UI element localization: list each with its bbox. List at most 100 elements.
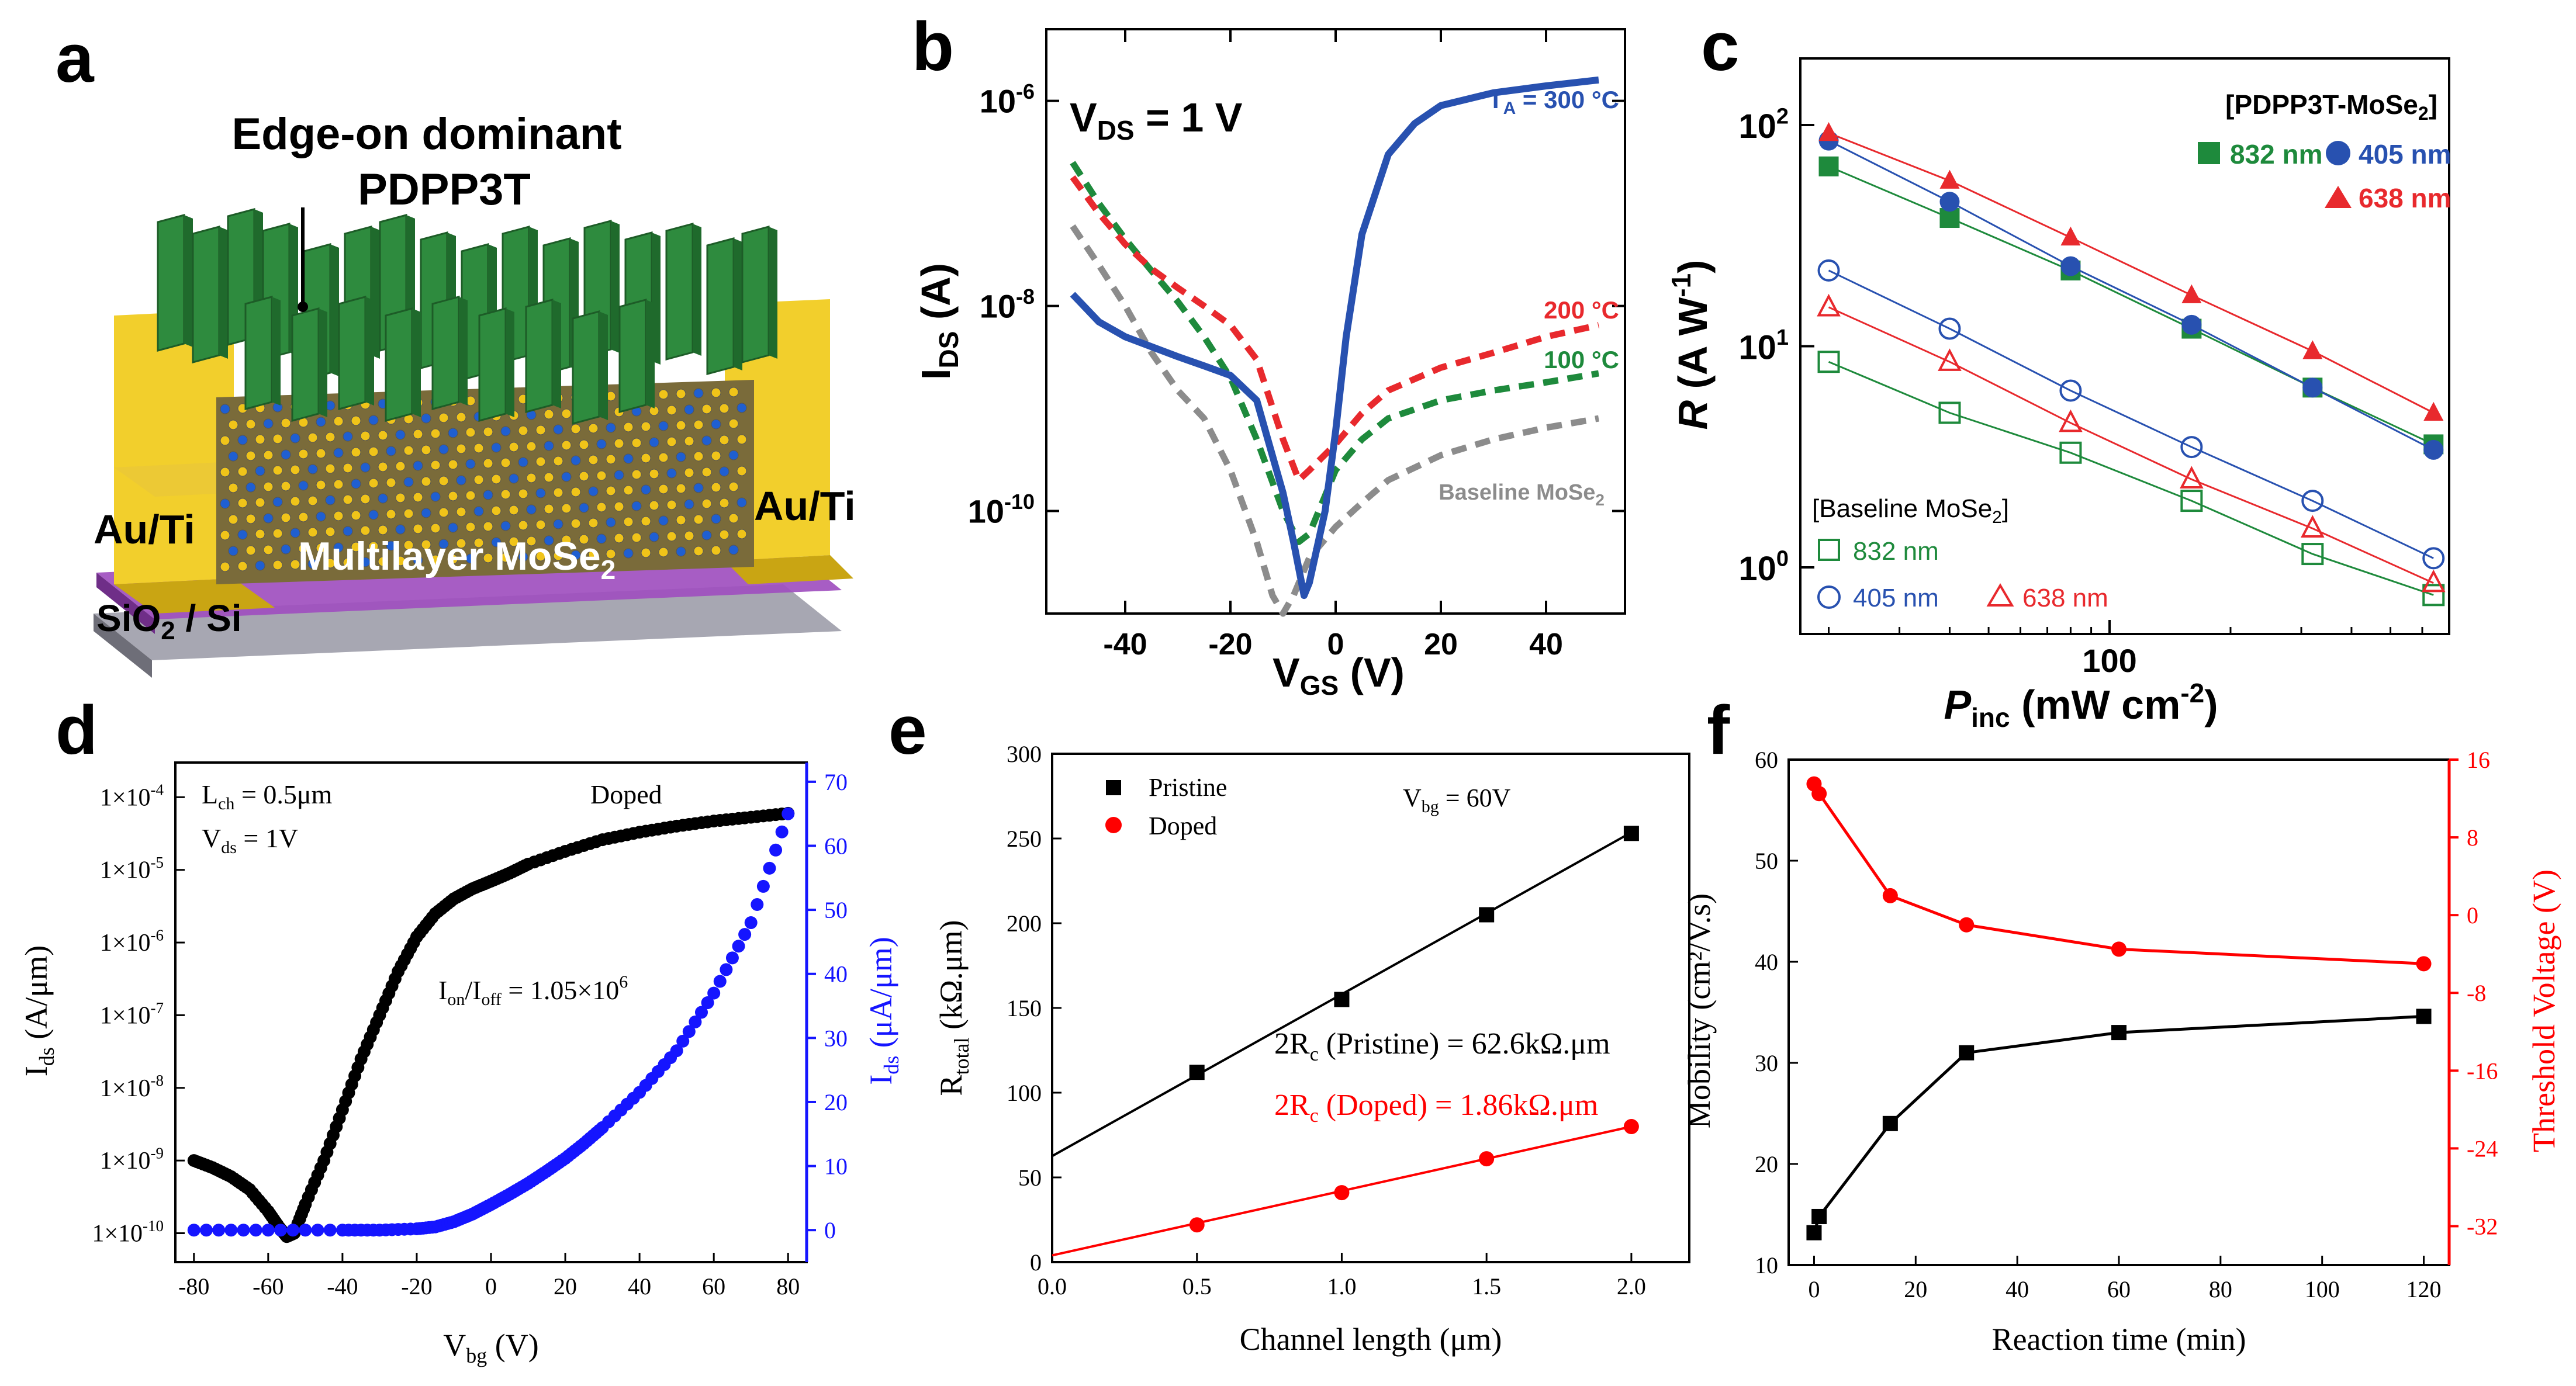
- x-tick-label: -40: [1103, 628, 1147, 661]
- polymer-chain-side: [330, 244, 339, 376]
- atom: [465, 490, 476, 501]
- y-tick-label: 60: [1755, 747, 1778, 773]
- data-point: [1939, 192, 1960, 212]
- atom: [561, 472, 572, 482]
- atom: [676, 515, 686, 525]
- atom: [368, 446, 379, 457]
- plot-b-vds-annotation: VDS = 1 V: [1070, 95, 1243, 145]
- atom: [623, 485, 634, 496]
- polymer-chain-side: [611, 221, 620, 353]
- atom: [351, 542, 361, 552]
- atom: [570, 518, 581, 529]
- atom: [596, 533, 607, 544]
- left-contact: [114, 310, 234, 584]
- atom: [658, 452, 669, 463]
- polymer-chain-side: [459, 297, 468, 406]
- y-tick-label: 101: [1738, 325, 1789, 366]
- atom: [518, 520, 528, 531]
- y-tick-label: 102: [1738, 105, 1789, 145]
- atom: [255, 434, 265, 445]
- data-point: [1189, 1065, 1205, 1080]
- atom: [298, 449, 309, 459]
- atom: [228, 514, 238, 525]
- atom: [272, 497, 283, 507]
- polymer-chain-side: [769, 227, 777, 359]
- si-base: [94, 584, 842, 660]
- atom: [623, 517, 634, 527]
- atom: [553, 550, 563, 561]
- atom: [544, 504, 554, 514]
- x-tick-label: 1.5: [1472, 1273, 1501, 1300]
- data-point: [1818, 122, 1839, 141]
- atom: [386, 446, 396, 456]
- data-point: [2301, 490, 2324, 512]
- atom: [316, 480, 326, 490]
- data-point: [2180, 436, 2203, 459]
- atom: [614, 501, 624, 512]
- atom: [535, 425, 546, 435]
- data-point: [682, 1025, 696, 1038]
- data-point: [2060, 256, 2081, 276]
- series-line: [1813, 1014, 2424, 1233]
- atom: [378, 430, 388, 441]
- x-tick-label: -60: [253, 1273, 283, 1300]
- atom: [360, 557, 371, 567]
- atom: [500, 426, 511, 436]
- x-tick-label: 60: [2107, 1276, 2131, 1302]
- atom: [676, 452, 686, 462]
- legend-label-405-open: 405 nm: [1853, 584, 1939, 612]
- data-point: [775, 825, 789, 838]
- atom: [378, 462, 388, 472]
- atom: [351, 510, 361, 521]
- x-tick-label: -20: [1208, 628, 1252, 661]
- x-tick-label: -40: [327, 1273, 358, 1300]
- y-tick-label: 1×10-7: [100, 999, 164, 1030]
- atom: [509, 473, 519, 484]
- atom: [263, 481, 274, 492]
- data-point: [713, 975, 727, 988]
- legend-label-638-filled: 638 nm: [2359, 183, 2451, 213]
- panel-c: c 100 100 101 102 [PDPP3T-MoSe2] 832 nm 405…: [1666, 8, 2451, 733]
- atom: [719, 498, 729, 508]
- atom: [684, 531, 694, 541]
- atom: [448, 428, 458, 438]
- atom: [588, 549, 599, 560]
- atom: [333, 511, 344, 521]
- series-line: [1070, 224, 1599, 617]
- atom: [614, 533, 624, 543]
- atom: [728, 481, 739, 492]
- plot-c-xlabel: Pinc (mW cm-2): [1944, 678, 2218, 733]
- atom: [684, 436, 694, 446]
- data-point: [1334, 992, 1350, 1007]
- atom: [307, 496, 318, 506]
- y2-tick-label: -16: [2467, 1058, 2498, 1084]
- plot-e-series: [1052, 826, 1639, 1257]
- si-base-side: [94, 614, 152, 678]
- y2-tick-label: 16: [2467, 747, 2490, 773]
- x-tick-label: 60: [702, 1273, 725, 1300]
- plot-c-ylabel: R (A W-1): [1666, 259, 1716, 429]
- polymer-chain: [478, 307, 507, 422]
- atom: [641, 453, 651, 463]
- atom: [281, 449, 291, 460]
- atom: [438, 444, 449, 455]
- atom: [728, 418, 739, 429]
- y2-tick-label: 20: [824, 1089, 848, 1115]
- data-point: [323, 1224, 337, 1237]
- atom: [588, 423, 599, 434]
- data-point: [2059, 409, 2083, 432]
- pdpp3t-polymer-chains: [157, 208, 777, 425]
- plot-e-legend: Pristine Doped: [1105, 773, 1227, 840]
- series-line: [1813, 783, 2424, 965]
- atom: [631, 438, 642, 448]
- atom: [737, 466, 747, 476]
- legend-marker-638-filled: [2325, 186, 2352, 208]
- atom: [403, 477, 414, 487]
- plot-d-lch-annotation: Lch = 0.5μm: [202, 779, 333, 813]
- atom: [588, 518, 599, 528]
- x-tick-label: 100: [2305, 1276, 2340, 1302]
- x-tick-label: 0: [1327, 628, 1344, 661]
- atom: [316, 511, 326, 522]
- data-point: [689, 1015, 702, 1028]
- data-point: [1938, 317, 1961, 340]
